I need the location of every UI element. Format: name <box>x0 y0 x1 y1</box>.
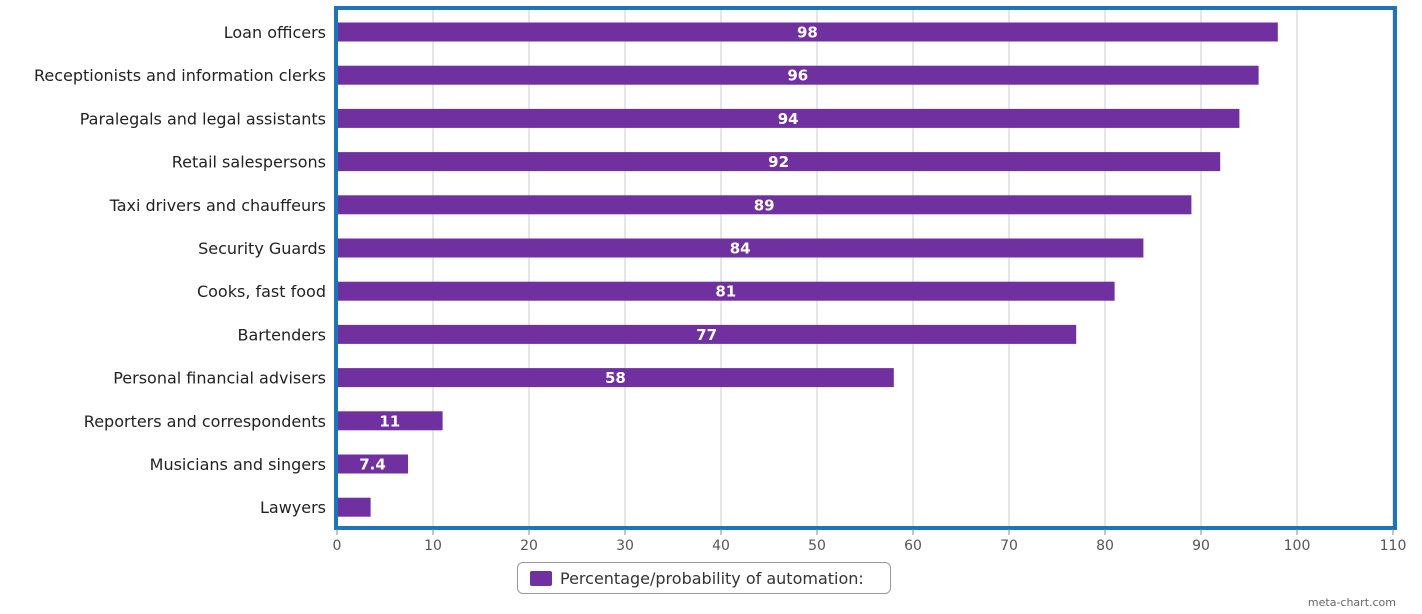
bar-value-label: 98 <box>797 24 818 42</box>
bar <box>337 454 409 474</box>
bar <box>337 281 1115 301</box>
plot-frame <box>334 6 1397 530</box>
credit-text: meta-chart.com <box>1307 596 1396 609</box>
category-label: Musicians and singers <box>150 455 326 474</box>
x-tick-label: 80 <box>1096 538 1114 554</box>
x-tick-label: 100 <box>1284 538 1311 554</box>
category-label: Cooks, fast food <box>197 282 326 301</box>
bar-value-label: 81 <box>715 283 736 301</box>
bar-value-label: 89 <box>754 196 775 214</box>
bar <box>337 65 1259 85</box>
x-tick-label: 10 <box>424 538 442 554</box>
x-tick-label: 70 <box>1000 538 1018 554</box>
bar-value-label: 96 <box>787 67 808 85</box>
x-tick-label: 110 <box>1380 538 1407 554</box>
category-label: Reporters and correspondents <box>84 412 326 431</box>
category-label: Personal financial advisers <box>113 369 326 388</box>
bar <box>337 238 1144 258</box>
bar-value-label: 94 <box>778 110 799 128</box>
chart-legend[interactable]: Percentage/probability of automation: <box>517 562 891 594</box>
category-label: Loan officers <box>224 23 326 42</box>
x-tick-label: 0 <box>333 538 342 554</box>
x-tick-label: 30 <box>616 538 634 554</box>
x-tick-label: 60 <box>904 538 922 554</box>
bar <box>337 108 1240 128</box>
bar <box>337 368 894 388</box>
x-tick-label: 50 <box>808 538 826 554</box>
bar-value-label: 92 <box>768 153 789 171</box>
x-tick-label: 40 <box>712 538 730 554</box>
category-label: Retail salespersons <box>172 153 326 172</box>
legend-swatch <box>530 570 552 586</box>
gridlines <box>432 10 1394 527</box>
category-label: Taxi drivers and chauffeurs <box>109 196 326 215</box>
bar-value-label: 77 <box>696 326 717 344</box>
category-label: Lawyers <box>260 498 326 517</box>
x-tick-label: 90 <box>1192 538 1210 554</box>
bar-value-label: 58 <box>605 369 626 387</box>
bar <box>337 324 1077 344</box>
bar <box>337 195 1192 215</box>
bar-value-label: 7.4 <box>359 456 386 474</box>
bar-value-label: 84 <box>730 240 751 258</box>
bar <box>337 22 1278 42</box>
bar <box>337 497 371 517</box>
bar <box>337 152 1221 172</box>
legend-label: Percentage/probability of automation: <box>560 568 864 588</box>
category-label: Paralegals and legal assistants <box>80 109 326 128</box>
category-label: Receptionists and information clerks <box>34 66 326 85</box>
x-tick-label: 20 <box>520 538 538 554</box>
bars: 98 96 94 92 89 84 81 77 58 11 7.4 <box>337 22 1278 517</box>
bar <box>337 411 443 431</box>
category-label: Security Guards <box>198 239 326 258</box>
category-label: Bartenders <box>237 325 326 344</box>
bar-value-label: 11 <box>379 412 400 430</box>
